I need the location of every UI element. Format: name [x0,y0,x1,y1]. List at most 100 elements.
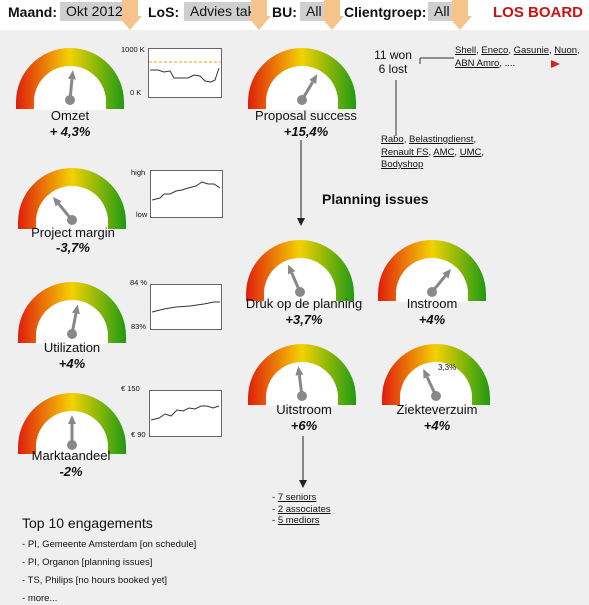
down-arrow-icon [299,436,307,488]
won-count: 11 won [374,48,412,62]
filter-label-maand: Maand: [8,4,57,20]
gauge-hub [297,95,307,105]
spark-top-label-utilization: 84 % [130,278,148,287]
gauge-dial [378,240,486,302]
dropdown-arrow-icon[interactable] [448,0,472,30]
gauge-ziekteverzuim [380,336,492,406]
gauge-hub [67,215,77,225]
gauge-arc [246,240,354,294]
gauge-project-margin [16,160,128,230]
connector-lines [395,57,454,136]
gauge-arc [18,282,126,336]
gauge-value-omzet: + 4,3% [49,124,91,139]
client-link-renault-fs[interactable]: Renault FS [381,146,429,158]
gauge-face [264,258,336,302]
gauge-value-druk: +3,7% [285,312,323,327]
gauge-label-utilization: Utilization [43,340,101,355]
gauge-uitstroom [246,336,358,406]
gauge-value-instroom: +4% [418,312,446,327]
gauge-value-project-margin: -3,7% [56,240,90,255]
gauge-face [36,300,108,344]
planning-issues-title: Planning issues [322,191,429,207]
dropdown-arrow-icon[interactable] [320,0,344,30]
client-link-nuon[interactable]: Nuon [554,45,578,56]
spark-bottom-label-marktaandeel: € 90 [131,430,146,439]
uitstroom-list: - 7 seniors - 2 associates - 5 mediors [272,492,331,527]
gauge-druk-op-de-planning [244,232,356,302]
gauge-hub [297,391,307,401]
filter-label-los: LoS: [148,4,180,20]
client-link-abn-amro[interactable]: ABN Amro [455,57,500,69]
down-arrow-icon [297,140,305,226]
client-link-gasunie[interactable]: Gasunie [513,45,550,56]
gauge-face [266,66,338,110]
spark-bottom-label-utilization: 83% [131,322,147,331]
gauge-omzet [14,40,126,110]
gauge-arc [378,240,486,294]
gauge-needle-head [52,196,62,207]
gauge-needle-head [309,74,318,84]
gauge-label-ziekteverzuim: Ziekteverzuim [396,402,478,417]
spark-bottom-label-margin: low [136,210,148,219]
sparkline-utilization [150,284,222,330]
client-link-belastingdienst[interactable]: Belastingdienst [409,134,474,145]
sparkline-marktaandeel [149,390,222,437]
gauge-label-project-margin: Project margin [31,225,115,240]
gauge-hub [67,329,77,339]
dropdown-arrow-icon[interactable] [247,0,271,30]
engagement-more-link[interactable]: - more... [22,593,58,604]
filter-select-maand[interactable]: Okt 2012 [60,2,129,21]
won-client-list: Shell, Eneco, Gasunie, Nuon, ABN Amro, .… [455,45,580,69]
client-link-umc[interactable]: UMC [459,146,482,158]
gauge-arc [16,48,124,102]
lost-count: 6 lost [378,62,408,76]
gauge-label-omzet: Omzet [50,108,90,123]
gauge-hub [431,391,441,401]
engagement-item[interactable]: - TS, Philips [no hours booked yet] [22,575,168,586]
spark-top-label-margin: high [131,168,146,177]
spark-top-label-omzet: 1000 K [121,45,145,54]
filter-select-los[interactable]: Advies tak [184,2,261,21]
spark-bottom-label-omzet: 0 K [130,88,142,97]
expand-arrow-icon[interactable] [551,59,561,69]
gauge-needle-head [295,366,304,376]
gauge-label-proposal-success: Proposal success [255,108,357,123]
client-link-rabo[interactable]: Rabo [381,134,404,145]
client-link-amc[interactable]: AMC [433,146,455,158]
filter-label-clientgroep: Clientgroep: [344,4,427,20]
gauge-value-marktaandeel: -2% [59,464,83,479]
gauge-needle-head [72,304,80,315]
engagement-item[interactable]: - PI, Organon [planning issues] [22,557,153,568]
gauge-dial [18,282,126,344]
list-item: - 7 seniors [272,492,317,503]
lost-client-list: Rabo, Belastingdienst, Renault FS, AMC, … [381,134,484,170]
gauge-instroom [376,232,488,302]
client-link-eneco[interactable]: Eneco [481,45,509,56]
gauge-dial [18,393,126,455]
gauge-label-instroom: Instroom [406,296,458,311]
client-link-bodyshop[interactable]: Bodyshop [381,159,424,170]
gauge-needle-head [423,368,431,379]
list-item: - 5 mediors [272,515,320,526]
spark-top-label-marktaandeel: € 150 [121,384,140,393]
filter-bar: Maand: Okt 2012 LoS: Advies tak BU: All … [0,0,589,30]
gauge-face [400,362,472,406]
proposal-counts: 11 won 6 lost [372,48,414,76]
gauge-arc [248,344,356,398]
gauge-hub [427,287,437,297]
gauge-needle-head [442,268,452,279]
won-more: , .... [499,57,516,69]
brand-title: LOS BOARD [493,4,583,21]
gauge-value-uitstroom: +6% [290,418,318,433]
client-link-shell[interactable]: Shell [455,45,477,56]
gauge-arc [18,393,126,447]
gauge-proposal-success [246,40,358,110]
gauge-label-druk: Druk op de planning [245,296,363,311]
engagement-item[interactable]: - PI, Gemeente Amsterdam [on schedule] [22,539,197,550]
sparkline-omzet [148,48,222,98]
dropdown-arrow-icon[interactable] [118,0,142,30]
gauge-marktaandeel [16,385,128,455]
list-item: - 2 associates [272,503,331,515]
gauge-dial [246,240,354,302]
gauge-dial [16,48,124,110]
